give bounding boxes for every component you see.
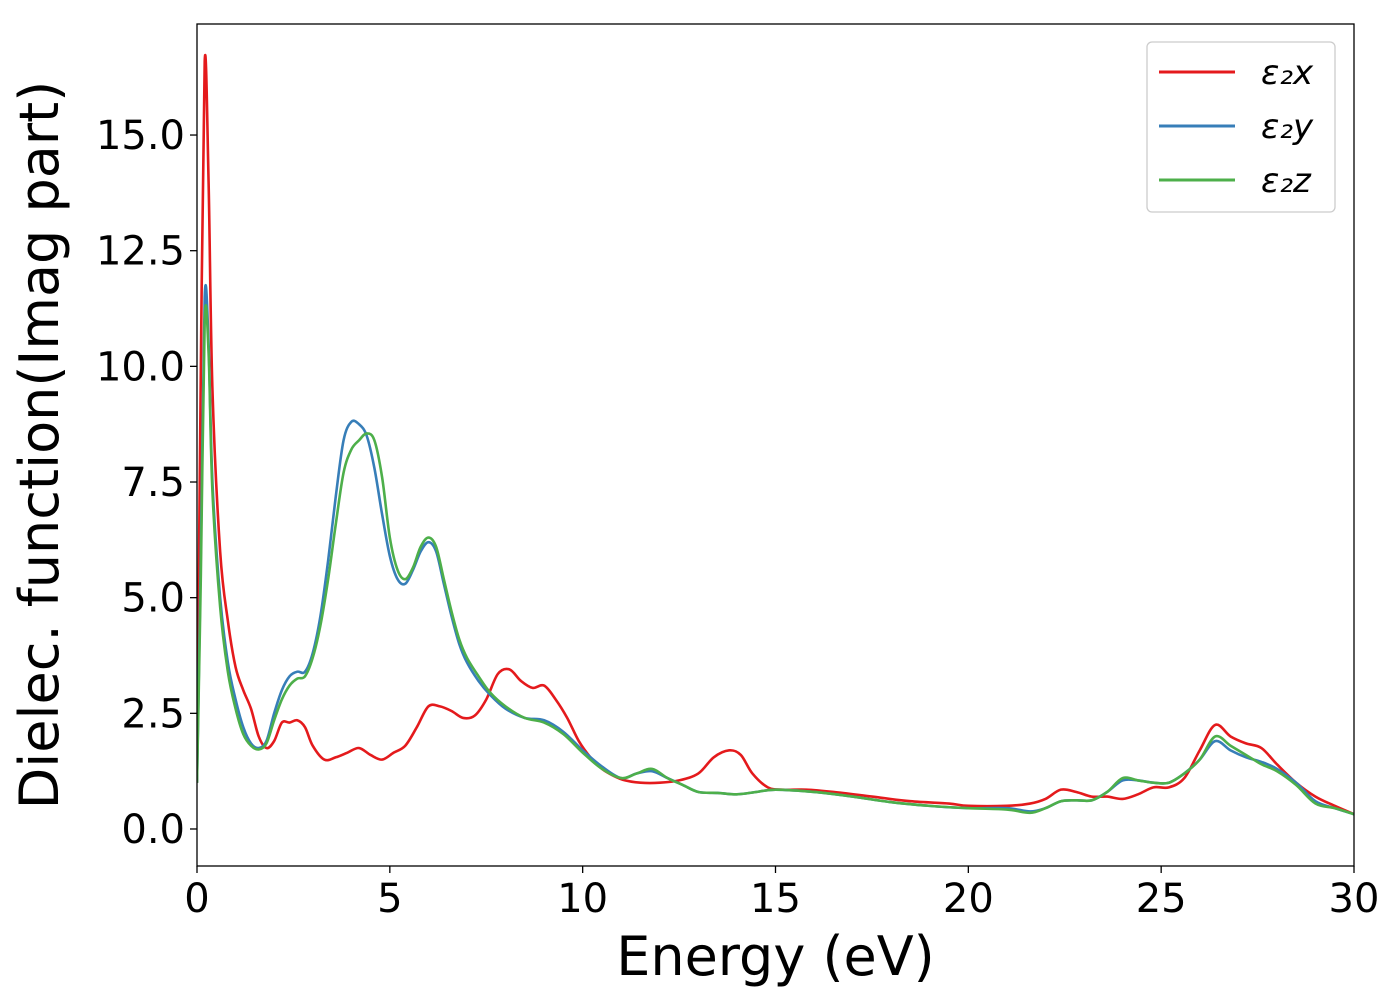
x-tick-label: 5 — [377, 876, 402, 922]
legend-label: ε₂y — [1261, 107, 1314, 147]
x-tick-label: 0 — [184, 876, 209, 922]
legend-label: ε₂z — [1261, 161, 1312, 201]
x-tick-label: 15 — [750, 876, 801, 922]
y-tick-label: 5.0 — [121, 576, 185, 622]
legend-box — [1146, 41, 1336, 213]
series-layer — [197, 53, 1354, 816]
x-tick-label: 10 — [557, 876, 608, 922]
x-tick-label: 20 — [943, 876, 994, 922]
y-tick-label: 12.5 — [96, 229, 185, 275]
series-line-1 — [197, 53, 1354, 816]
x-axis-title: Energy (eV) — [616, 925, 935, 988]
legend-label: ε₂x — [1261, 53, 1314, 93]
y-tick-label: 10.0 — [96, 344, 185, 390]
y-tick-label: 2.5 — [121, 691, 185, 737]
y-tick-label: 7.5 — [121, 460, 185, 506]
series-line-2 — [197, 284, 1354, 816]
y-tick-label: 0.0 — [121, 807, 185, 853]
series-line-3 — [197, 304, 1354, 816]
y-tick-label: 15.0 — [96, 113, 185, 159]
legend: ε₂x ε₂y ε₂z — [1146, 41, 1336, 213]
x-tick-label: 25 — [1136, 876, 1187, 922]
ticks-layer: 0 5 10 15 20 25 30 0.0 2.5 5.0 7.5 10.0 12.5 15.0 — [96, 113, 1380, 922]
x-tick-label: 30 — [1329, 876, 1380, 922]
y-axis-title: Dielec. function(Imag part) — [8, 81, 71, 810]
